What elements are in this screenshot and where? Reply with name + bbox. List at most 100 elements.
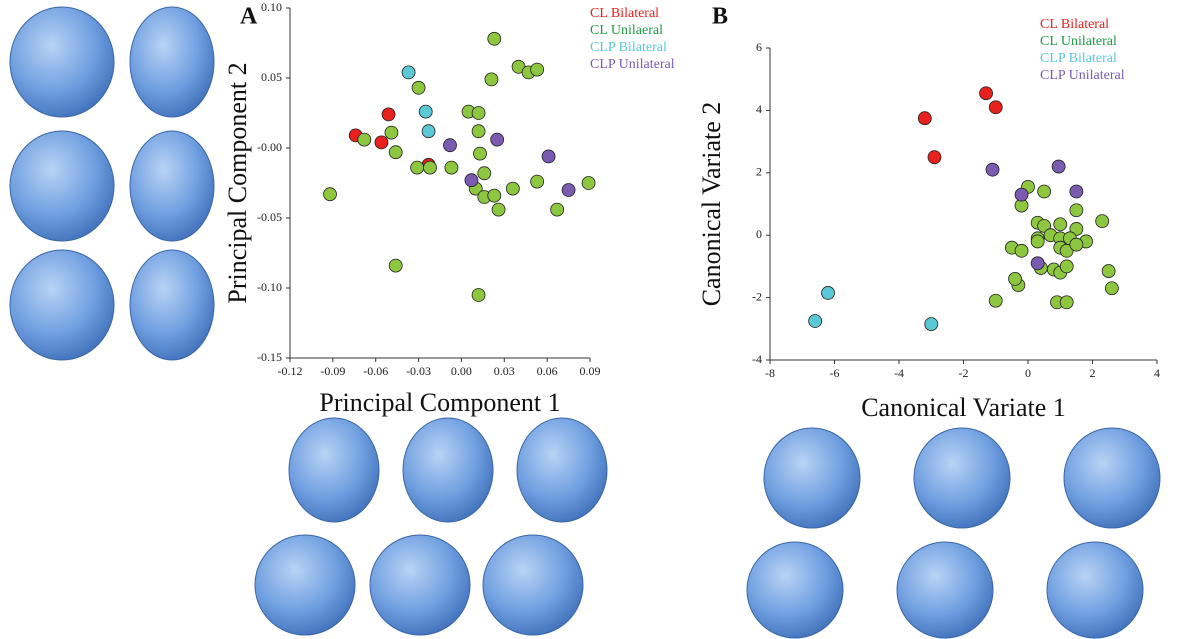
x-tick-label: -0.06	[363, 364, 388, 378]
point	[988, 293, 1003, 308]
point	[581, 176, 596, 190]
point	[374, 135, 389, 150]
y-tick-label: -0.05	[257, 210, 282, 224]
point	[1069, 237, 1084, 252]
x-tick-label: -4	[894, 366, 904, 380]
point	[1053, 217, 1068, 232]
point	[924, 317, 939, 332]
face-render	[746, 541, 844, 639]
point	[1059, 259, 1074, 274]
point	[443, 138, 457, 153]
x-tick-label: 0.00	[451, 364, 472, 378]
legend-entry: CLP Unilateral	[590, 57, 675, 72]
y-tick-label: -0.15	[257, 350, 282, 364]
legend-entry: CL Bilateral	[1040, 17, 1109, 32]
legend-entry: CL Bilateral	[590, 6, 659, 21]
y-tick-label: -2	[752, 289, 762, 303]
face-render	[129, 130, 215, 242]
point	[927, 150, 942, 165]
x-tick-label: -0.12	[278, 364, 303, 378]
point	[1101, 264, 1116, 278]
x-tick-label: 0	[1025, 366, 1031, 380]
face-render	[9, 6, 115, 118]
point	[821, 286, 835, 300]
face-render	[288, 417, 380, 523]
x-tick-label: 2	[1090, 366, 1096, 380]
point	[808, 314, 823, 328]
point	[550, 202, 565, 217]
y-axis-title: Canonical Variate 2	[697, 102, 726, 307]
x-tick-label: -6	[830, 366, 840, 380]
point	[487, 188, 502, 203]
point	[491, 202, 506, 217]
legend-entry: CLP Bilateral	[590, 40, 667, 55]
face-render	[254, 534, 356, 636]
point	[1059, 295, 1074, 310]
face-render	[1063, 427, 1161, 529]
x-tick-label: 0.09	[580, 364, 601, 378]
point	[384, 125, 399, 140]
y-tick-label: 2	[756, 165, 762, 179]
point	[487, 31, 502, 46]
face-render	[516, 417, 608, 523]
point	[473, 146, 487, 161]
point	[423, 160, 437, 175]
point	[1008, 271, 1022, 286]
panel-label: B	[712, 4, 728, 30]
legend-entry: CLP Bilateral	[1040, 51, 1117, 66]
x-axis-title: Canonical Variate 1	[861, 393, 1066, 422]
face-render	[1046, 541, 1144, 639]
point	[979, 86, 993, 101]
point	[1030, 256, 1045, 271]
point	[1069, 203, 1084, 218]
point	[530, 174, 545, 189]
point	[1014, 243, 1029, 258]
point	[401, 65, 416, 80]
face-render	[913, 427, 1011, 529]
point	[1069, 184, 1084, 199]
y-tick-label: 0.10	[261, 0, 282, 14]
point	[1095, 214, 1110, 229]
x-tick-label: -2	[959, 366, 969, 380]
point	[471, 106, 486, 120]
legend-entry: CLP Unilateral	[1040, 68, 1125, 83]
point	[471, 124, 486, 139]
legend-entry: CL Unilaeral	[590, 23, 663, 38]
y-axis-title: Principal Component 2	[223, 62, 252, 303]
x-axis-title: Principal Component 1	[319, 388, 560, 417]
point	[388, 258, 403, 273]
y-tick-label: 4	[756, 102, 762, 116]
x-tick-label: -0.03	[406, 364, 431, 378]
y-tick-label: -4	[752, 352, 762, 366]
y-tick-label: 0	[756, 227, 762, 241]
point	[505, 181, 520, 196]
point	[917, 111, 932, 126]
y-tick-label: 6	[756, 40, 762, 54]
y-tick-label: 0.05	[261, 70, 282, 84]
point	[323, 187, 337, 202]
y-tick-label: -0.00	[257, 140, 282, 154]
point	[1037, 184, 1052, 199]
point	[410, 160, 425, 175]
point	[477, 166, 492, 181]
point	[381, 107, 396, 122]
face-render	[129, 6, 215, 118]
point	[421, 124, 436, 139]
y-tick-label: -0.10	[257, 280, 282, 294]
point	[464, 173, 479, 188]
point	[985, 162, 1000, 177]
point	[1014, 187, 1029, 202]
face-render	[369, 534, 471, 636]
face-render	[402, 417, 494, 523]
point	[530, 62, 545, 77]
face-render	[129, 249, 215, 361]
face-render	[482, 534, 584, 636]
point	[490, 132, 505, 147]
x-tick-label: 0.03	[494, 364, 515, 378]
x-tick-label: -0.09	[320, 364, 345, 378]
point	[418, 104, 433, 119]
panel-label: A	[240, 4, 258, 30]
point	[561, 183, 576, 197]
x-tick-label: 4	[1154, 366, 1160, 380]
